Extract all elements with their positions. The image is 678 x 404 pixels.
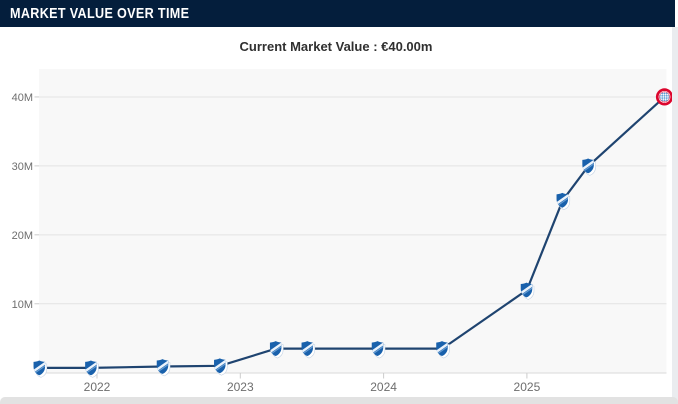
x-axis-label: 2025 (514, 380, 541, 394)
plot-area (39, 69, 667, 373)
x-axis-label: 2024 (370, 380, 397, 394)
x-axis-label: 2022 (84, 380, 111, 394)
y-axis-label: 20M (12, 230, 33, 242)
y-axis-label: 40M (12, 92, 33, 104)
x-axis-label: 2023 (227, 380, 254, 394)
section-divider-bar (0, 397, 678, 404)
y-axis-label: 30M (12, 161, 33, 173)
data-point-bayern-crest[interactable] (655, 88, 674, 106)
y-axis-label: 10M (12, 299, 33, 311)
widget-title: MARKET VALUE OVER TIME (10, 5, 190, 22)
page-background-gutter (672, 27, 678, 404)
current-market-value-label: Current Market Value : €40.00m (239, 39, 433, 54)
widget-header: MARKET VALUE OVER TIME (0, 0, 675, 27)
